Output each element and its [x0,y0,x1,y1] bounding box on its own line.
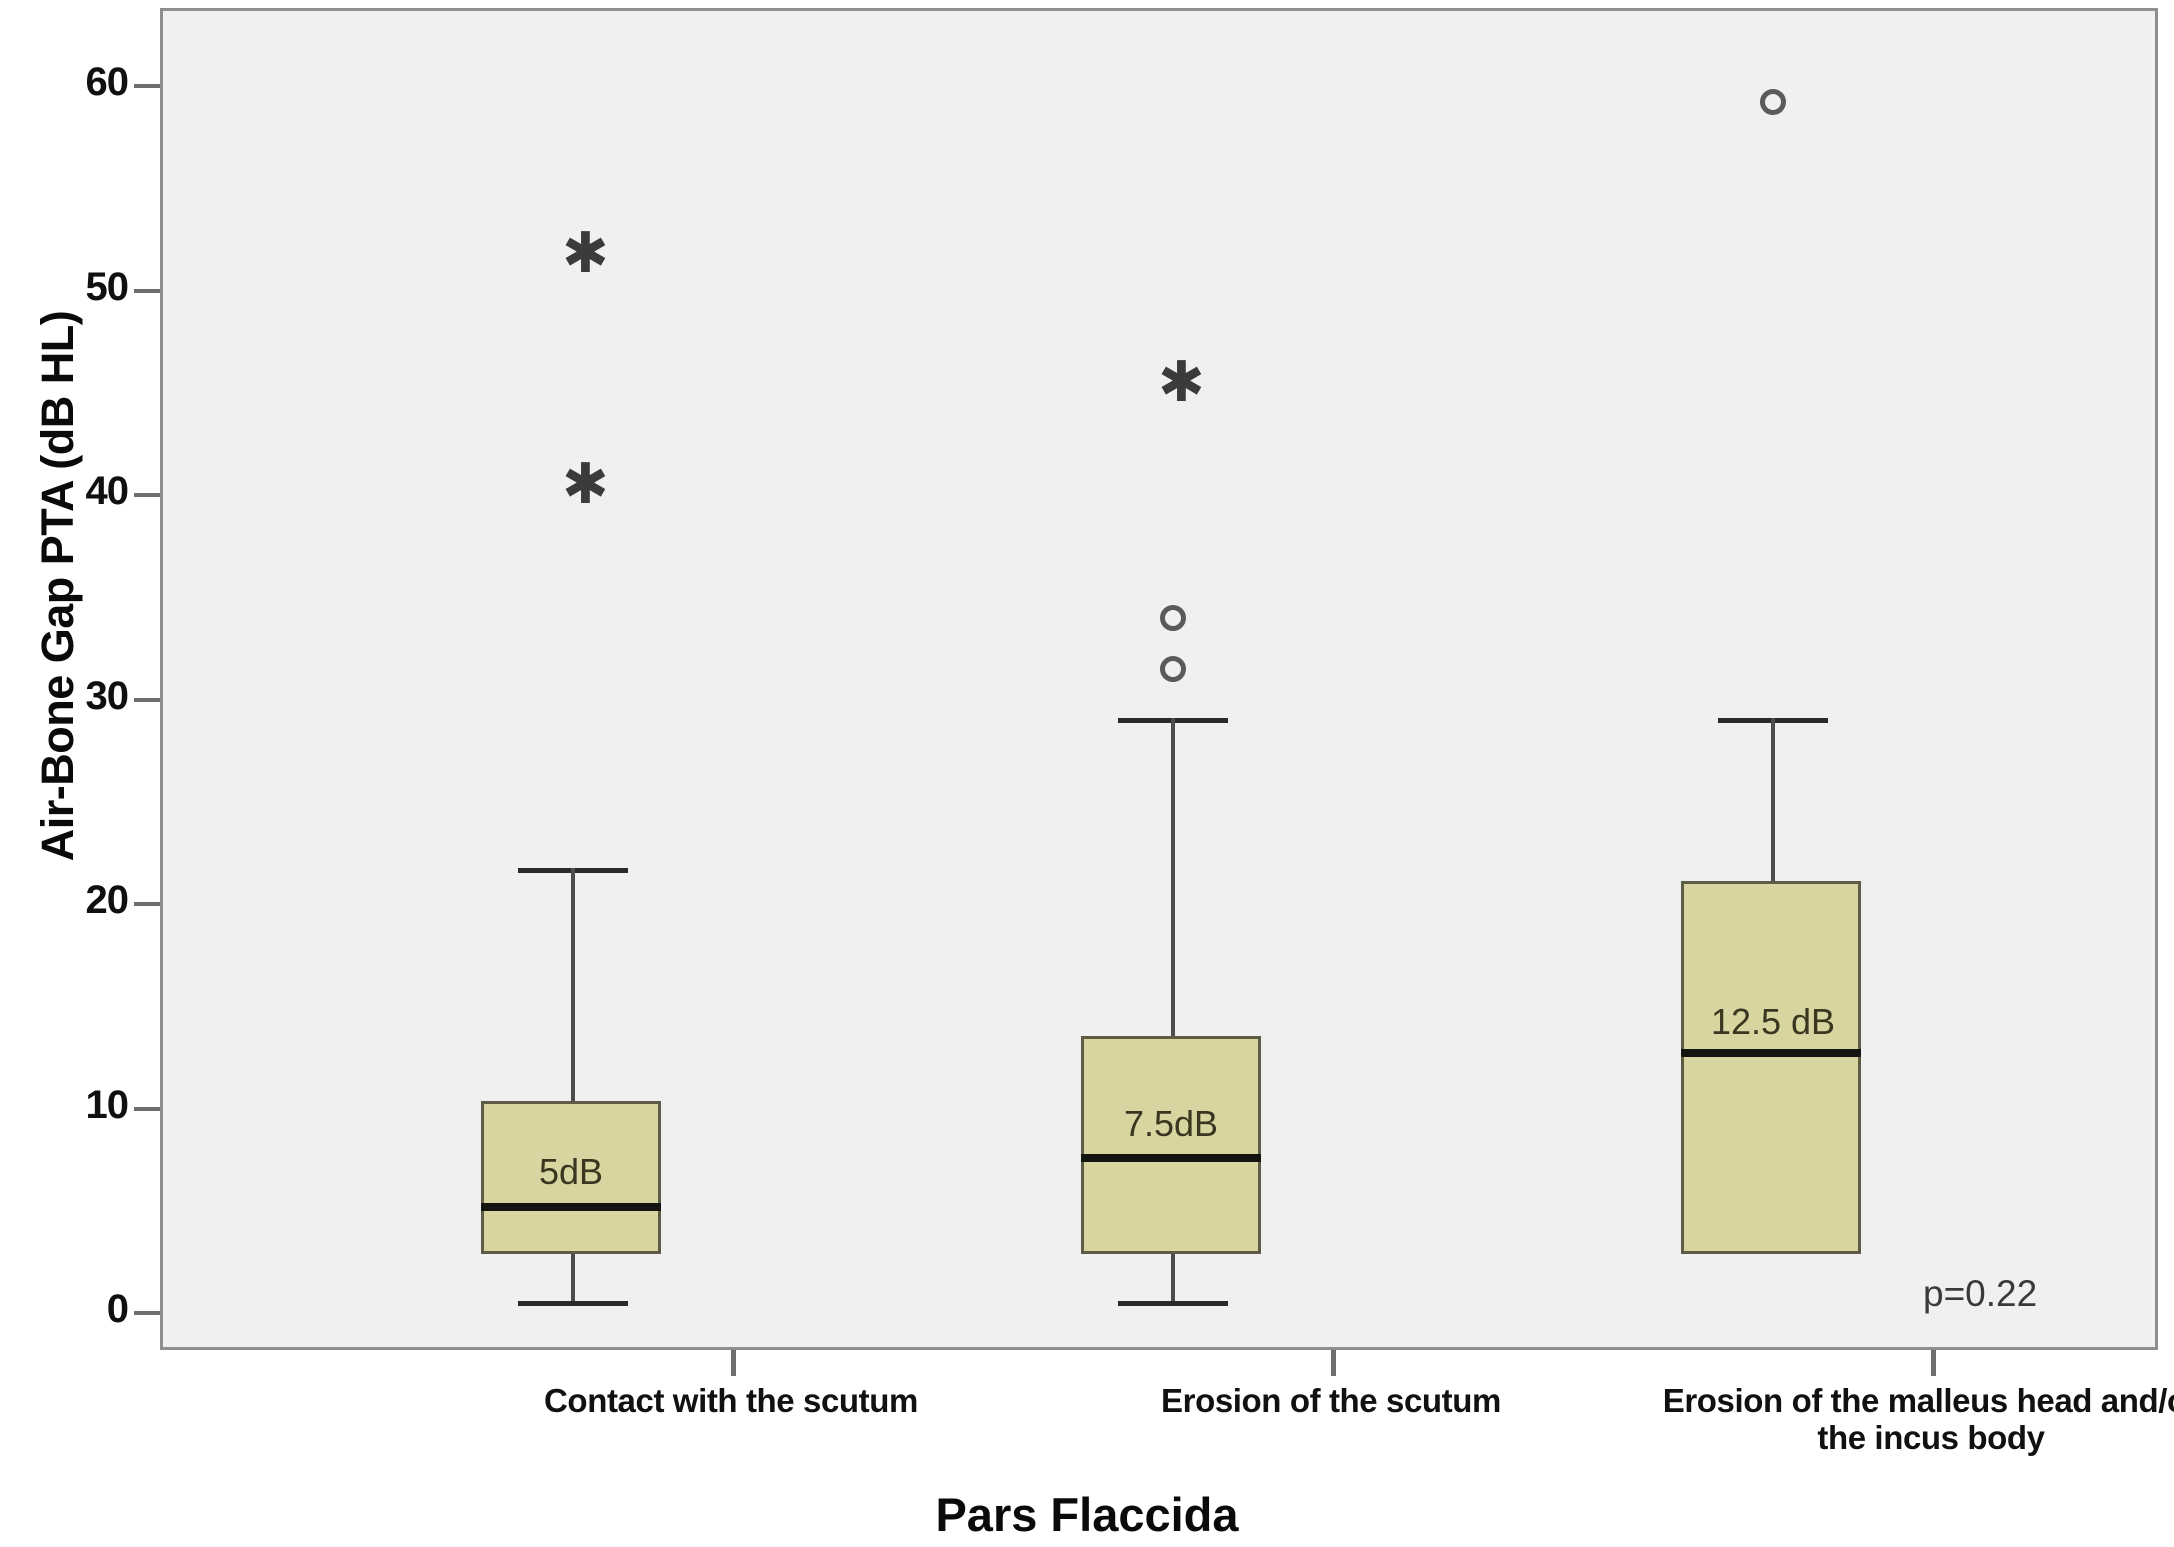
whisker-line-lower [1171,1254,1175,1304]
y-tick-mark-40 [134,493,160,497]
outlier-marker [1760,89,1786,115]
whisker-line-lower [571,1254,575,1304]
y-tick-label-0: 0 [106,1287,129,1331]
box-q1-q3 [1081,1036,1261,1254]
outlier-marker [1160,656,1186,682]
y-tick-mark-60 [134,84,160,88]
median-value-label: 12.5 dB [1710,1001,1836,1042]
x-tick-mark-1 [731,1350,736,1376]
y-tick-label-30: 30 [85,674,129,718]
y-tick-label-10: 10 [85,1083,129,1127]
y-tick-label-60: 60 [85,60,129,104]
outlier-marker [1160,605,1186,631]
median-value-label: 7.5dB [1123,1103,1219,1144]
box-q1-q3 [1681,881,1861,1254]
x-tick-label-3-line1: Erosion of the malleus head and/or [1662,1382,2174,1419]
y-tick-mark-10 [134,1107,160,1111]
x-tick-label-2-line1: Erosion of the scutum [1161,1382,1501,1419]
y-axis-title: Air-Bone Gap PTA (dB HL) [32,310,83,862]
whisker-cap-lower [1118,1301,1228,1306]
median-line [1681,1049,1861,1057]
y-tick-mark-50 [134,289,160,293]
x-tick-mark-2 [1331,1350,1336,1376]
whisker-cap-lower [518,1301,628,1306]
p-value-annotation: p=0.22 [1923,1273,2038,1314]
y-tick-mark-0 [134,1311,160,1315]
x-axis-title: Pars Flaccida [935,1488,1239,1541]
x-tick-label-2: Erosion of the scutum [1031,1382,1631,1420]
y-tick-mark-20 [134,902,160,906]
median-line [1081,1154,1261,1162]
x-tick-label-1: Contact with the scutum [431,1382,1031,1420]
box-q1-q3 [481,1101,661,1254]
median-value-label: 5dB [538,1151,604,1192]
y-tick-label-40: 40 [85,469,129,513]
x-tick-label-1-line1: Contact with the scutum [544,1382,918,1419]
whisker-line-upper [571,868,575,1101]
plot-area: ✱ ✱ 5dB ✱ 7.5dB [160,8,2158,1350]
median-line [481,1203,661,1211]
whisker-line-upper [1771,718,1775,883]
x-tick-mark-3 [1931,1350,1936,1376]
x-tick-label-3: Erosion of the malleus head and/or the i… [1601,1382,2174,1457]
whisker-line-upper [1171,718,1175,1036]
y-tick-label-50: 50 [85,265,129,309]
y-tick-label-20: 20 [85,878,129,922]
x-tick-label-3-line2: the incus body [1817,1418,2045,1456]
y-tick-mark-30 [134,698,160,702]
